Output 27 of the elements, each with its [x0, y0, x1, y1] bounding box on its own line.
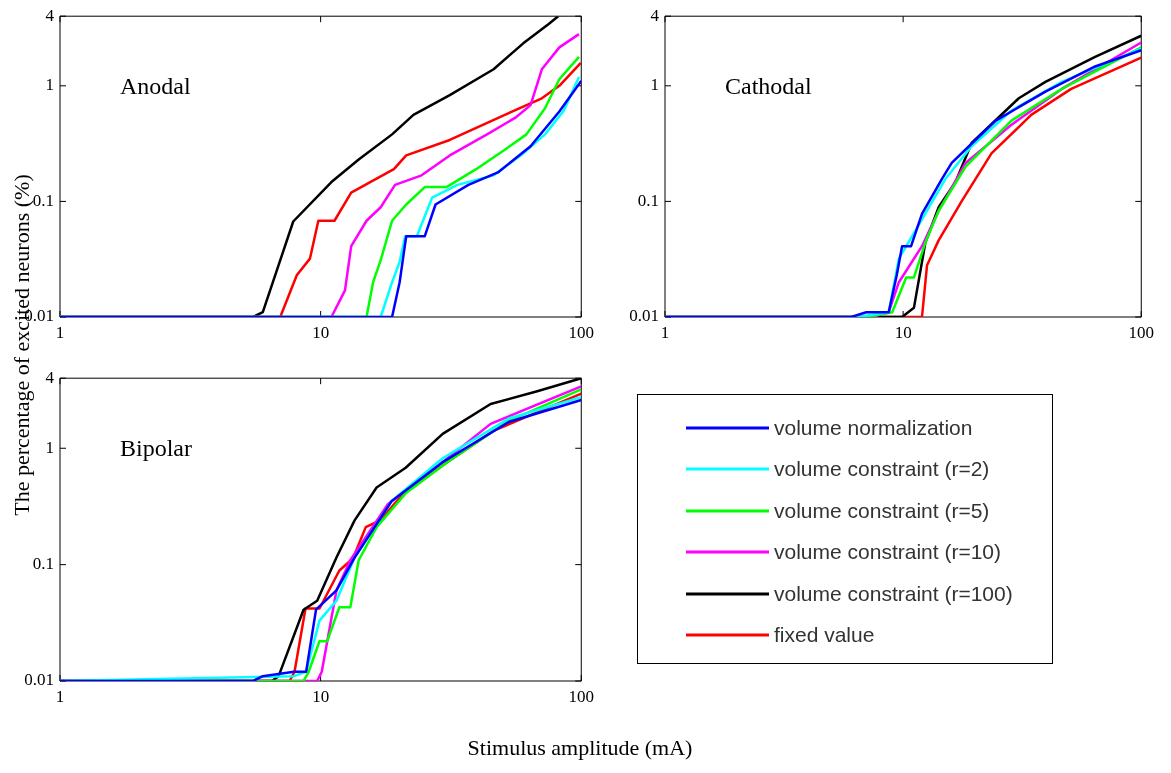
y-tick-label: 0.1 — [637, 190, 659, 210]
legend-label: volume constraint (r=2) — [774, 457, 990, 482]
y-tick-label: 4 — [45, 367, 55, 387]
legend-label: volume constraint (r=100) — [774, 581, 1013, 606]
text: Cathodal — [725, 73, 812, 100]
x-tick-label: 10 — [894, 322, 912, 342]
legend-label: volume constraint (r=10) — [774, 540, 1002, 565]
x-tick-label: 100 — [568, 686, 594, 706]
x-tick-label: 10 — [312, 686, 330, 706]
text: Bipolar — [120, 435, 192, 462]
legend-label: volume constraint (r=5) — [774, 498, 990, 523]
y-tick-label: 0.1 — [32, 554, 54, 574]
x-tick-label: 10 — [312, 322, 330, 342]
y-tick-label: 0.01 — [24, 670, 54, 690]
y-tick-label: 0.1 — [32, 190, 54, 210]
legend-label: volume normalization — [774, 415, 973, 440]
y-tick-label: 4 — [650, 5, 660, 25]
x-axis-title: Stimulus amplitude (mA) — [467, 735, 693, 761]
y-tick-label: 0.01 — [629, 306, 659, 326]
x-tick-label: 100 — [1128, 322, 1154, 342]
y-tick-label: 1 — [45, 75, 54, 95]
y-tick-label: 4 — [45, 5, 55, 25]
text: Anodal — [120, 73, 191, 100]
x-tick-label: 100 — [568, 322, 594, 342]
y-tick-label: 1 — [650, 75, 659, 95]
legend-label: fixed value — [774, 623, 875, 648]
y-tick-label: 1 — [45, 437, 54, 457]
